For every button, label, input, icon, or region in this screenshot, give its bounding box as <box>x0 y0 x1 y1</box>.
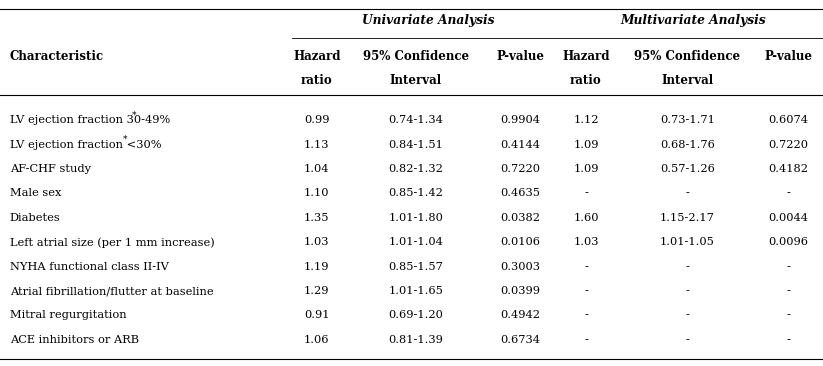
Text: Male sex: Male sex <box>10 188 61 198</box>
Text: 1.03: 1.03 <box>574 237 598 247</box>
Text: Characteristic: Characteristic <box>10 50 104 63</box>
Text: Hazard: Hazard <box>293 50 341 63</box>
Text: -: - <box>584 188 588 198</box>
Text: 0.73-1.71: 0.73-1.71 <box>660 115 714 125</box>
Text: -: - <box>787 335 790 345</box>
Text: 0.4942: 0.4942 <box>500 310 540 321</box>
Text: 0.6074: 0.6074 <box>769 115 808 125</box>
Text: ACE inhibitors or ARB: ACE inhibitors or ARB <box>10 335 139 345</box>
Text: 0.84-1.51: 0.84-1.51 <box>388 139 443 150</box>
Text: 1.03: 1.03 <box>305 237 329 247</box>
Text: 0.4144: 0.4144 <box>500 139 540 150</box>
Text: Mitral regurgitation: Mitral regurgitation <box>10 310 127 321</box>
Text: -: - <box>686 286 689 296</box>
Text: AF-CHF study: AF-CHF study <box>10 164 91 174</box>
Text: 0.85-1.57: 0.85-1.57 <box>388 262 443 272</box>
Text: 0.0096: 0.0096 <box>769 237 808 247</box>
Text: 0.7220: 0.7220 <box>500 164 540 174</box>
Text: 0.0382: 0.0382 <box>500 213 540 223</box>
Text: 1.01-1.04: 1.01-1.04 <box>388 237 443 247</box>
Text: 0.68-1.76: 0.68-1.76 <box>660 139 714 150</box>
Text: 0.0044: 0.0044 <box>769 213 808 223</box>
Text: Interval: Interval <box>661 74 714 87</box>
Text: 1.60: 1.60 <box>574 213 598 223</box>
Text: ratio: ratio <box>301 74 332 87</box>
Text: -: - <box>584 310 588 321</box>
Text: -: - <box>584 335 588 345</box>
Text: 0.82-1.32: 0.82-1.32 <box>388 164 443 174</box>
Text: -: - <box>584 262 588 272</box>
Text: NYHA functional class II-IV: NYHA functional class II-IV <box>10 262 169 272</box>
Text: 1.12: 1.12 <box>574 115 598 125</box>
Text: -: - <box>787 262 790 272</box>
Text: -: - <box>686 310 689 321</box>
Text: -: - <box>787 188 790 198</box>
Text: 0.91: 0.91 <box>305 310 329 321</box>
Text: 0.3003: 0.3003 <box>500 262 540 272</box>
Text: 1.29: 1.29 <box>305 286 329 296</box>
Text: 0.74-1.34: 0.74-1.34 <box>388 115 443 125</box>
Text: -: - <box>686 335 689 345</box>
Text: 1.01-1.80: 1.01-1.80 <box>388 213 443 223</box>
Text: 95% Confidence: 95% Confidence <box>635 50 740 63</box>
Text: 1.15-2.17: 1.15-2.17 <box>660 213 714 223</box>
Text: Interval: Interval <box>389 74 442 87</box>
Text: 95% Confidence: 95% Confidence <box>363 50 468 63</box>
Text: 0.69-1.20: 0.69-1.20 <box>388 310 443 321</box>
Text: Univariate Analysis: Univariate Analysis <box>362 14 494 27</box>
Text: 1.09: 1.09 <box>574 139 598 150</box>
Text: 1.04: 1.04 <box>305 164 329 174</box>
Text: -: - <box>584 286 588 296</box>
Text: 0.99: 0.99 <box>305 115 329 125</box>
Text: P-value: P-value <box>496 50 544 63</box>
Text: 0.57-1.26: 0.57-1.26 <box>660 164 714 174</box>
Text: 0.6734: 0.6734 <box>500 335 540 345</box>
Text: 1.35: 1.35 <box>305 213 329 223</box>
Text: P-value: P-value <box>765 50 812 63</box>
Text: LV ejection fraction 30-49%: LV ejection fraction 30-49% <box>10 115 170 125</box>
Text: 1.10: 1.10 <box>305 188 329 198</box>
Text: 0.9904: 0.9904 <box>500 115 540 125</box>
Text: -: - <box>787 310 790 321</box>
Text: -: - <box>787 286 790 296</box>
Text: 0.85-1.42: 0.85-1.42 <box>388 188 443 198</box>
Text: 0.81-1.39: 0.81-1.39 <box>388 335 443 345</box>
Text: 1.01-1.05: 1.01-1.05 <box>660 237 714 247</box>
Text: Multivariate Analysis: Multivariate Analysis <box>621 14 766 27</box>
Text: 1.09: 1.09 <box>574 164 598 174</box>
Text: LV ejection fraction <30%: LV ejection fraction <30% <box>10 139 161 150</box>
Text: 0.0106: 0.0106 <box>500 237 540 247</box>
Text: Atrial fibrillation/flutter at baseline: Atrial fibrillation/flutter at baseline <box>10 286 213 296</box>
Text: Hazard: Hazard <box>562 50 610 63</box>
Text: 1.01-1.65: 1.01-1.65 <box>388 286 443 296</box>
Text: 1.06: 1.06 <box>305 335 329 345</box>
Text: 0.4635: 0.4635 <box>500 188 540 198</box>
Text: -: - <box>686 262 689 272</box>
Text: 0.0399: 0.0399 <box>500 286 540 296</box>
Text: ratio: ratio <box>570 74 602 87</box>
Text: -: - <box>686 188 689 198</box>
Text: *: * <box>132 110 136 119</box>
Text: 0.7220: 0.7220 <box>769 139 808 150</box>
Text: 0.4182: 0.4182 <box>769 164 808 174</box>
Text: Diabetes: Diabetes <box>10 213 61 223</box>
Text: 1.19: 1.19 <box>305 262 329 272</box>
Text: 1.13: 1.13 <box>305 139 329 150</box>
Text: *: * <box>123 135 127 144</box>
Text: Left atrial size (per 1 mm increase): Left atrial size (per 1 mm increase) <box>10 237 215 247</box>
